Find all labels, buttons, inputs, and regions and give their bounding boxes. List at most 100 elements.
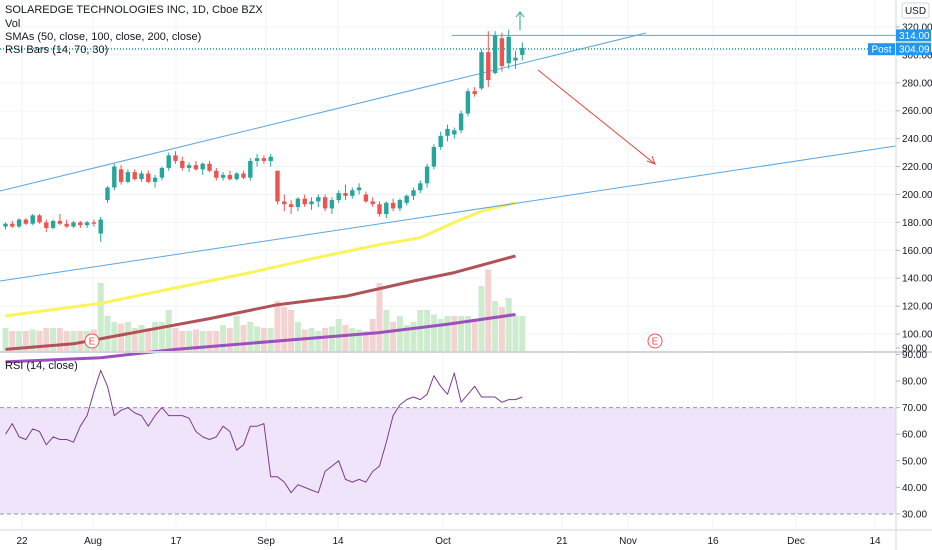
candle-body bbox=[275, 170, 280, 202]
candle-body bbox=[350, 190, 355, 196]
time-tick-label: 17 bbox=[170, 536, 182, 547]
candle-body bbox=[78, 222, 83, 226]
candle-body bbox=[44, 222, 49, 228]
candle-body bbox=[30, 215, 35, 224]
channel-lower-line bbox=[0, 145, 897, 282]
candle-body bbox=[16, 219, 22, 227]
volume-bar bbox=[124, 322, 131, 352]
rsi-tick-label: 50.00 bbox=[902, 456, 927, 467]
earnings-marker[interactable]: E bbox=[647, 333, 663, 349]
price-tag bbox=[896, 43, 931, 56]
price-tick-label: 120.00 bbox=[902, 302, 932, 313]
price-tick-label: 160.00 bbox=[902, 246, 932, 257]
volume-bar bbox=[315, 331, 322, 352]
candle-body bbox=[98, 219, 103, 234]
volume-bar bbox=[206, 331, 213, 352]
candle-body bbox=[186, 165, 192, 168]
sma-legend[interactable]: SMAs (50, close, 100, close, 200, close) bbox=[5, 31, 202, 43]
up-arrow-head bbox=[515, 11, 525, 18]
sma50-line bbox=[5, 201, 516, 318]
volume-bar bbox=[172, 328, 179, 352]
candle-body bbox=[377, 204, 382, 214]
candle-body bbox=[465, 91, 471, 114]
rsi-line bbox=[5, 369, 523, 494]
volume-bar bbox=[199, 331, 206, 352]
currency-badge[interactable]: USD bbox=[901, 2, 930, 19]
candle-body bbox=[112, 166, 117, 188]
candle-body bbox=[132, 172, 137, 180]
candle-body bbox=[499, 38, 505, 67]
candle-body bbox=[234, 173, 239, 180]
price-tick-label: 180.00 bbox=[902, 218, 932, 229]
volume-bar bbox=[36, 331, 43, 352]
rsi-axis[interactable]: 90.00 80.00 70.00 60.00 50.00 40.00 30.00 bbox=[896, 350, 927, 521]
volume-bar bbox=[267, 328, 274, 352]
candle-body bbox=[424, 166, 430, 184]
price-tick-label: 260.00 bbox=[902, 106, 932, 117]
volume-bar bbox=[254, 326, 261, 352]
candle-body bbox=[418, 183, 423, 191]
candle-body bbox=[207, 163, 212, 171]
candle-body bbox=[438, 135, 443, 148]
rsi-bars-legend[interactable]: RSI Bars (14, 70, 30) bbox=[5, 44, 109, 56]
rsi-legend[interactable]: RSI (14, close) bbox=[5, 360, 78, 372]
volume-bar bbox=[145, 328, 152, 352]
rsi-tick-label: 90.00 bbox=[902, 350, 927, 361]
rsi-band bbox=[0, 407, 896, 514]
volume-bar bbox=[403, 325, 410, 352]
volume-bar bbox=[390, 322, 397, 352]
candle-body bbox=[227, 174, 233, 180]
volume-bar bbox=[410, 322, 417, 352]
rsi-tick-label: 80.00 bbox=[902, 377, 927, 388]
candle-body bbox=[23, 219, 29, 224]
volume-bar bbox=[2, 328, 9, 352]
price-tick-label: 140.00 bbox=[902, 274, 932, 285]
candle-body bbox=[139, 173, 144, 180]
volume-bar bbox=[492, 301, 499, 352]
volume-legend[interactable]: Vol bbox=[5, 18, 21, 30]
candle-body bbox=[513, 57, 518, 61]
volume-bar bbox=[437, 319, 444, 352]
price-tick-label: 280.00 bbox=[902, 78, 932, 89]
volume-bar bbox=[118, 323, 125, 352]
price-axis[interactable]: 320.00 300.00 280.00 260.00 240.00 220.00 200.… bbox=[896, 23, 932, 355]
volume-bar bbox=[22, 331, 29, 352]
candle-body bbox=[479, 52, 484, 89]
volume-bar bbox=[213, 331, 220, 352]
time-tick-label: Nov bbox=[619, 536, 637, 547]
rsi-tick-label: 60.00 bbox=[902, 430, 927, 441]
volume-bar bbox=[104, 316, 111, 352]
volume-bar bbox=[288, 310, 295, 352]
volume-bar bbox=[281, 307, 288, 352]
volume-bar bbox=[192, 329, 199, 352]
volume-bar bbox=[260, 328, 267, 352]
volume-bar bbox=[97, 283, 104, 352]
volume-bar bbox=[471, 319, 478, 352]
candle-body bbox=[180, 160, 185, 168]
time-tick-label: 16 bbox=[707, 536, 719, 547]
price-tick-label: 300.00 bbox=[902, 50, 932, 61]
candle-body bbox=[282, 201, 287, 205]
time-tick-label: 22 bbox=[16, 536, 28, 547]
price-tick-label: 200.00 bbox=[902, 190, 932, 201]
volume-bar bbox=[308, 328, 315, 352]
rsi-tick-label: 40.00 bbox=[902, 483, 927, 494]
candle-body bbox=[322, 197, 328, 209]
candle-body bbox=[411, 190, 416, 196]
candle-body bbox=[146, 173, 151, 182]
candle-body bbox=[336, 193, 341, 201]
time-axis[interactable]: 22 Aug 17 Sep 14 Oct 21 Nov 16 Dec 14 bbox=[16, 536, 881, 547]
candle-body bbox=[57, 220, 63, 224]
candle-body bbox=[159, 167, 165, 178]
candle-body bbox=[214, 170, 219, 178]
chart-title[interactable]: SOLAREDGE TECHNOLOGIES INC, 1D, Cboe BZX bbox=[5, 4, 263, 16]
earnings-marker[interactable]: E bbox=[84, 333, 100, 349]
volume-bar bbox=[451, 316, 458, 352]
volume-bar bbox=[138, 325, 145, 352]
volume-bar bbox=[301, 329, 308, 352]
time-tick-label: Oct bbox=[435, 536, 451, 547]
candle-body bbox=[268, 156, 273, 161]
